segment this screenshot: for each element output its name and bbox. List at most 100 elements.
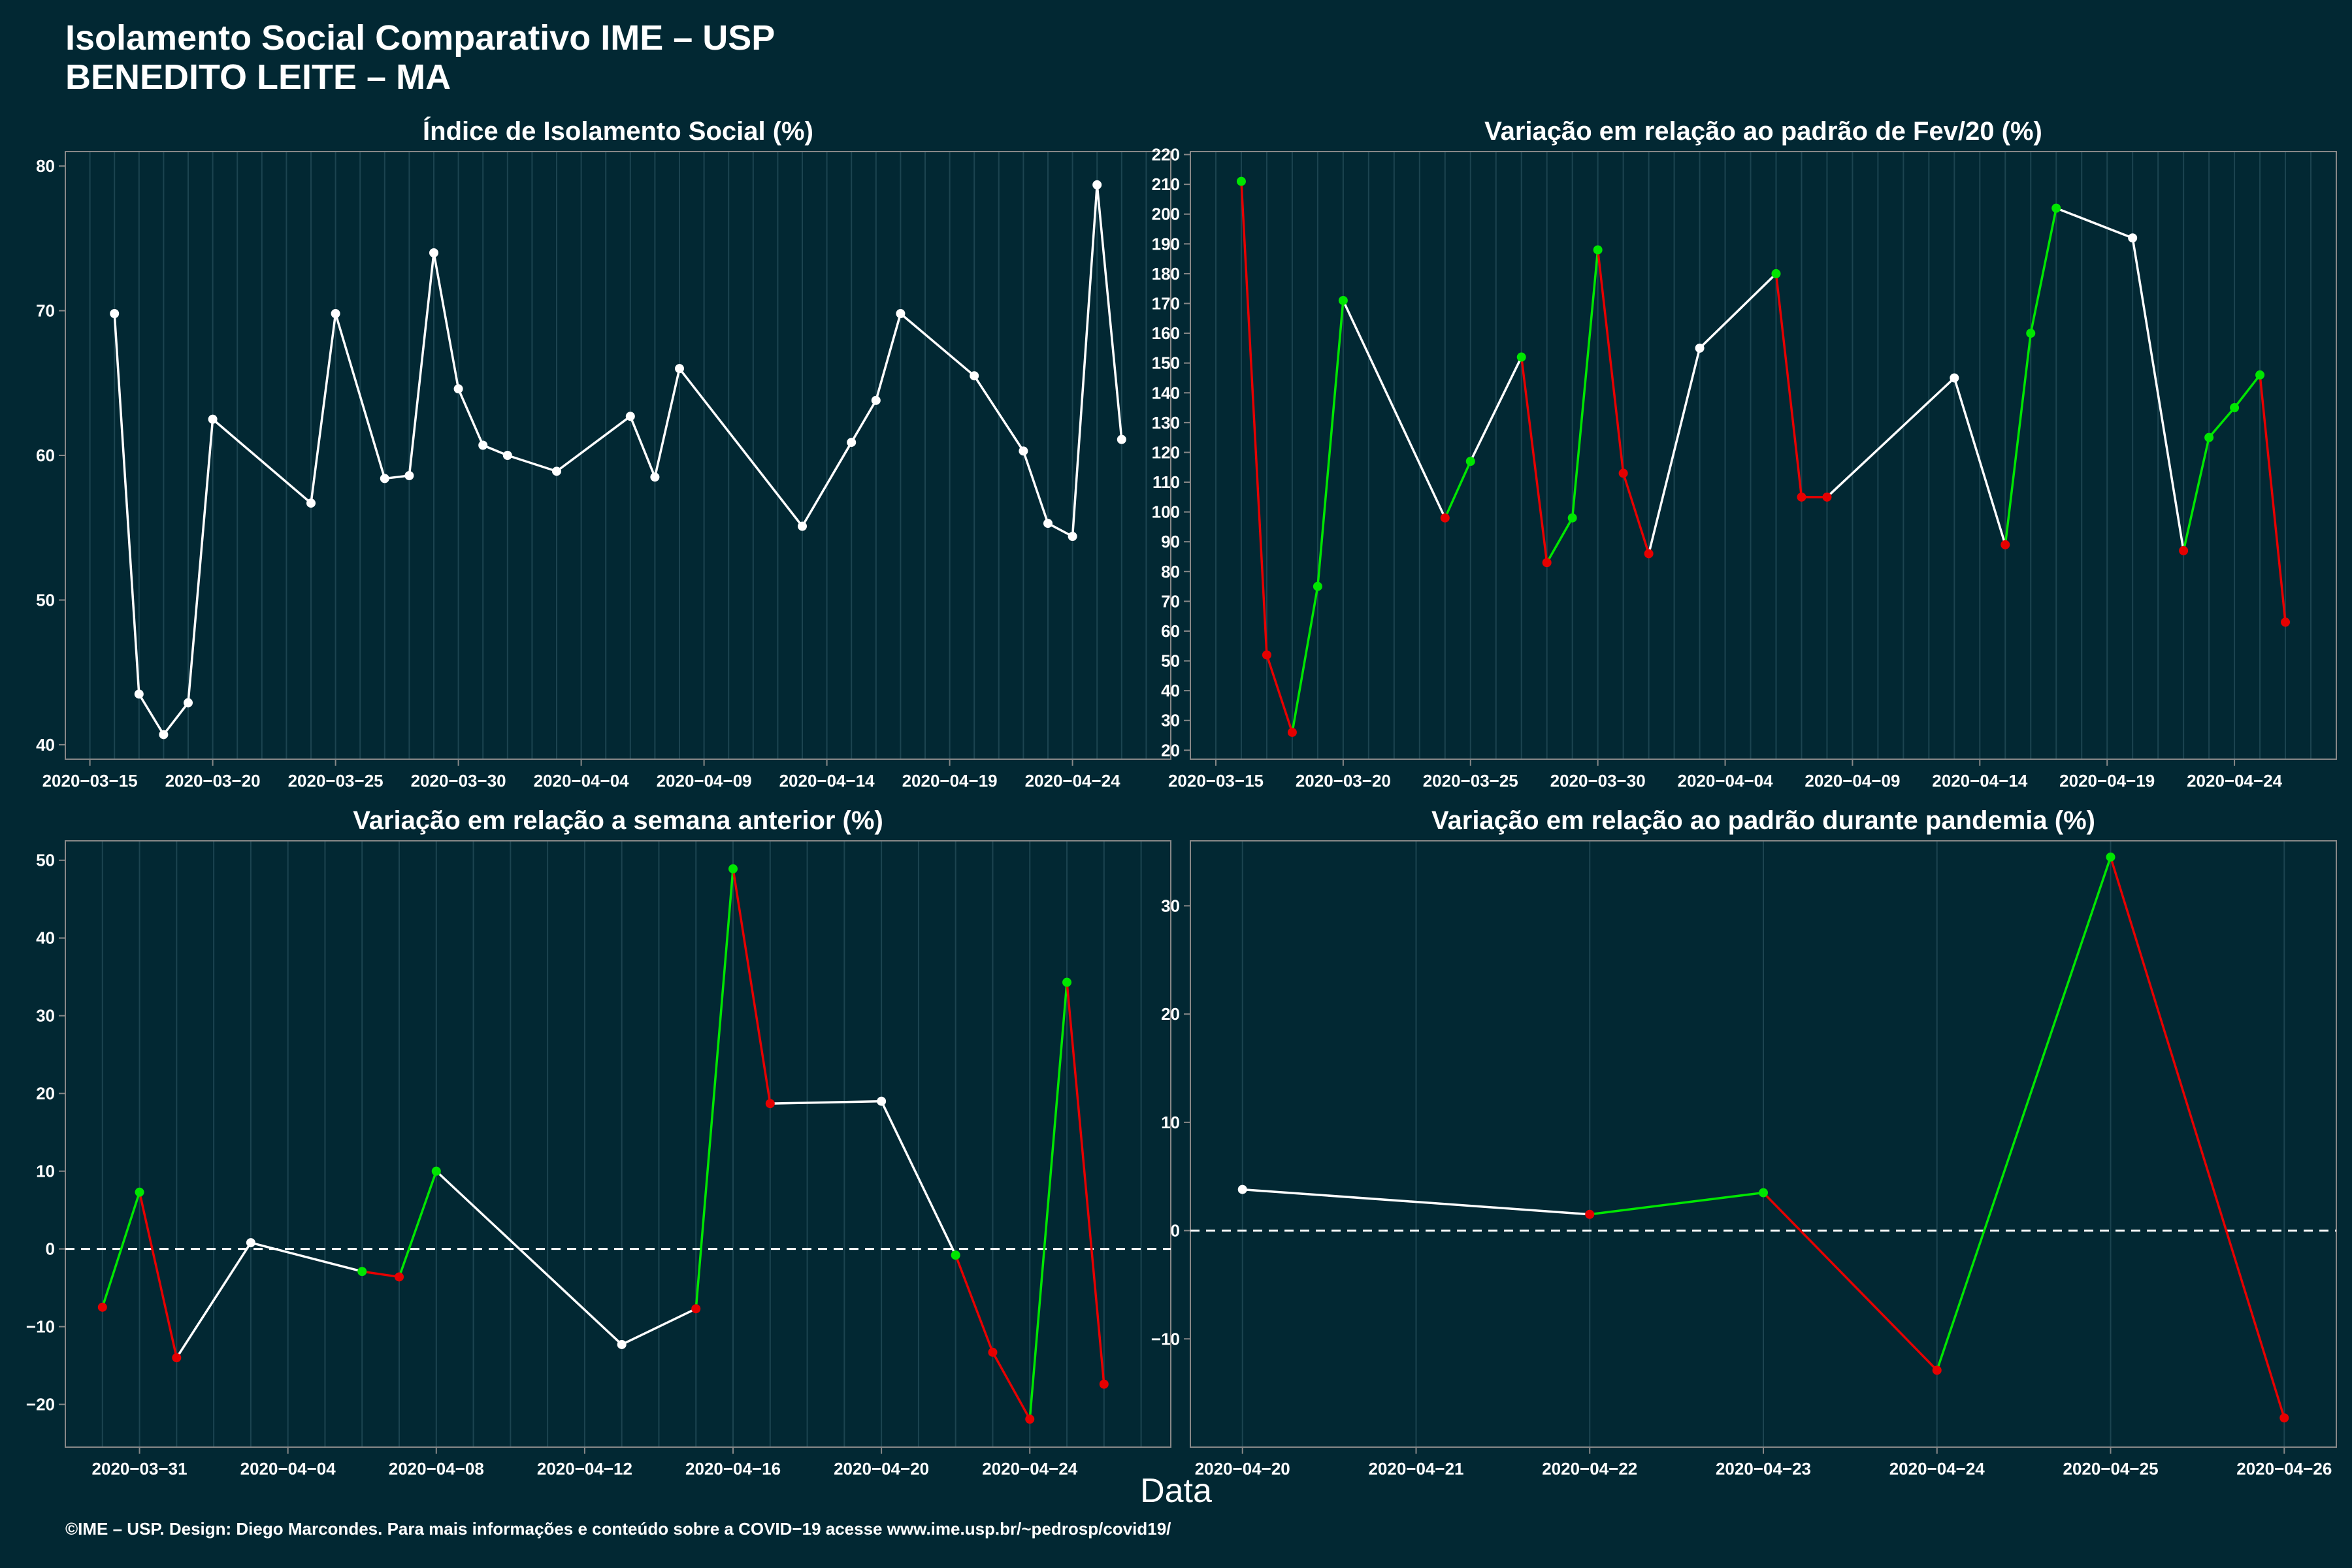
series-segment [398,1169,438,1279]
data-point [2279,1413,2289,1423]
x-tick-label: 2020−03−20 [1296,771,1391,791]
data-point [1542,558,1552,568]
data-point [1025,1414,1035,1424]
x-tick-label: 2020−03−20 [165,771,261,791]
series-segment [1774,272,1803,498]
data-point [2255,370,2265,380]
y-tick-label: 40 [1161,681,1180,700]
x-tick-label: 2020−04−19 [902,771,998,791]
x-tick-label: 2020−04−26 [2236,1459,2332,1478]
y-tick-label: 30 [36,1006,55,1026]
series-segment [1028,981,1068,1420]
data-point [306,498,316,508]
series-segment [801,441,853,528]
plot-frame [65,840,1171,1448]
data-point [1759,1188,1768,1198]
chart-panel-3: Variação em relação a semana anterior (%… [26,806,1171,1478]
x-tick-label: 2020−03−15 [1168,771,1264,791]
plot-frame [1190,151,2337,760]
data-point [1338,295,1348,305]
x-tick-label: 2020−04−24 [2187,771,2283,791]
header: Isolamento Social Comparativo IME – USP … [65,18,775,97]
chart-panel-2: Variação em relação ao padrão de Fev/20 … [1152,117,2337,791]
x-tick-label: 2020−03−15 [42,771,138,791]
series-segment [769,1100,883,1105]
series-segment [1762,1191,1938,1372]
data-point [184,698,193,708]
data-point [2001,540,2010,549]
series-segment [2233,374,2261,409]
chart-panel-1: Índice de Isolamento Social (%) 40 50 60 70 8… [36,116,1171,791]
y-tick-label: 140 [1152,383,1180,402]
data-point [404,471,414,480]
x-tick-label: 2020−04−20 [834,1459,929,1478]
series-segment [991,1351,1031,1420]
series-segment [2208,406,2236,439]
y-tick-label: 50 [36,590,55,610]
series-segment [2109,856,2286,1420]
data-point [798,521,807,531]
data-point [2128,233,2138,243]
x-tick-label: 2020−04−12 [537,1459,632,1478]
chart-title: Índice de Isolamento Social (%) [423,116,813,146]
series-segment [629,415,657,478]
x-tick-label: 2020−04−21 [1368,1459,1463,1478]
series-segment [973,374,1025,453]
footer-credit: ©IME – USP. Design: Diego Marcondes. Par… [65,1519,1171,1539]
y-tick-label: 160 [1152,323,1180,343]
series-segment [457,387,484,447]
series-segment [2131,237,2185,552]
y-tick-label: −10 [1151,1329,1180,1348]
data-point [765,1099,775,1109]
chart-panel-4: Variação em relação ao padrão durante pa… [1151,806,2337,1478]
series-segment [2259,374,2287,624]
series-segment [1096,184,1123,441]
data-point [1237,1184,1247,1194]
data-point [1287,727,1297,737]
plot-frame [65,151,1171,760]
data-point [1313,581,1322,591]
data-point [650,472,660,482]
y-tick-label: 100 [1152,502,1180,522]
data-point [2204,433,2214,442]
data-point [135,1187,144,1197]
x-tick-label: 2020−04−16 [685,1459,781,1478]
data-point [159,730,169,740]
x-tick-label: 2020−03−25 [1423,771,1518,791]
series-segment [1588,1191,1765,1216]
x-tick-label: 2020−04−22 [1542,1459,1637,1478]
series-segment [361,1270,400,1279]
data-point [395,1272,404,1282]
series-segment [1241,1188,1591,1216]
series-segment [875,312,902,402]
x-tick-label: 2020−04−24 [1889,1459,1985,1478]
series-segment [1622,472,1650,555]
y-tick-label: −10 [26,1317,55,1337]
x-tick-label: 2020−04−08 [389,1459,484,1478]
x-tick-label: 2020−04−24 [1025,771,1121,791]
y-tick-label: 20 [1161,740,1180,760]
data-point [617,1339,627,1349]
data-point [331,309,340,318]
data-point [1262,650,1271,660]
data-point [2026,329,2036,338]
data-point [1585,1209,1595,1219]
series-segment [162,701,189,736]
data-point [478,440,488,450]
series-segment [1240,180,1268,657]
series-segment [1316,299,1345,588]
data-point [1644,549,1654,559]
series-segment [138,693,165,736]
series-segment [1545,516,1574,564]
data-point [951,1250,960,1260]
series-segment [1342,299,1446,519]
data-point [877,1096,887,1106]
series-segment [1444,460,1472,519]
y-tick-label: 90 [1161,532,1180,551]
x-tick-label: 2020−04−14 [1932,771,2028,791]
series-segment [310,312,337,504]
y-tick-label: 60 [36,446,55,465]
data-point [453,384,463,394]
series-segment [899,312,975,377]
